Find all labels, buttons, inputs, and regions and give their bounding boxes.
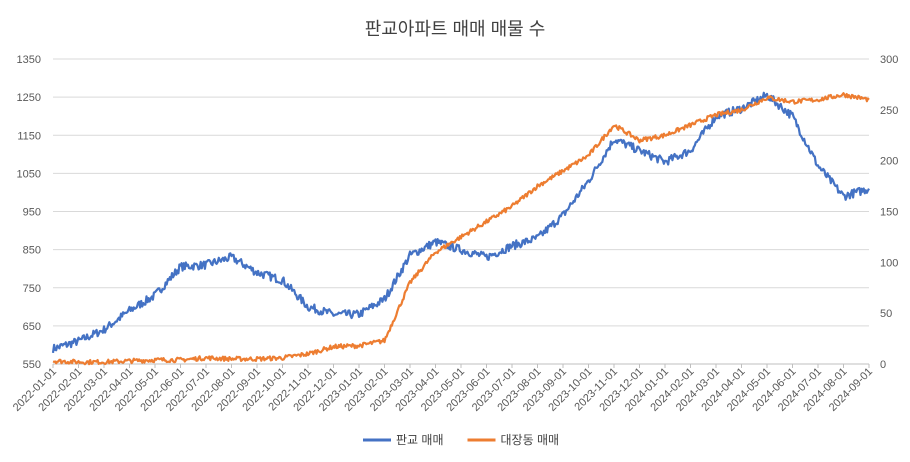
- y-left-tick-label: 550: [23, 359, 41, 371]
- y-left-tick-label: 1250: [17, 92, 41, 104]
- y-right-tick-label: 150: [880, 207, 898, 219]
- y-left-tick-label: 650: [23, 321, 41, 333]
- y-left-tick-label: 1150: [17, 130, 41, 142]
- y-left-tick-label: 850: [23, 245, 41, 257]
- y-left-tick-label: 750: [23, 283, 41, 295]
- y-left-tick-label: 950: [23, 207, 41, 219]
- y-left-tick-label: 1350: [17, 54, 41, 66]
- y-right-tick-label: 100: [880, 257, 898, 269]
- y-right-tick-label: 300: [880, 54, 898, 66]
- legend-label-1: 판교 매매: [396, 433, 444, 447]
- chart-title: 판교아파트 매매 매물 수: [365, 19, 546, 39]
- series-line-1: [51, 91, 870, 354]
- y-right-tick-label: 50: [880, 308, 892, 320]
- y-right-tick-label: 250: [880, 105, 898, 117]
- series-line-2: [52, 92, 870, 366]
- y-right-tick-label: 200: [880, 156, 898, 168]
- y-right-tick-label: 0: [880, 359, 886, 371]
- y-left-tick-label: 1050: [17, 168, 41, 180]
- legend-label-2: 대장동 매매: [501, 433, 560, 447]
